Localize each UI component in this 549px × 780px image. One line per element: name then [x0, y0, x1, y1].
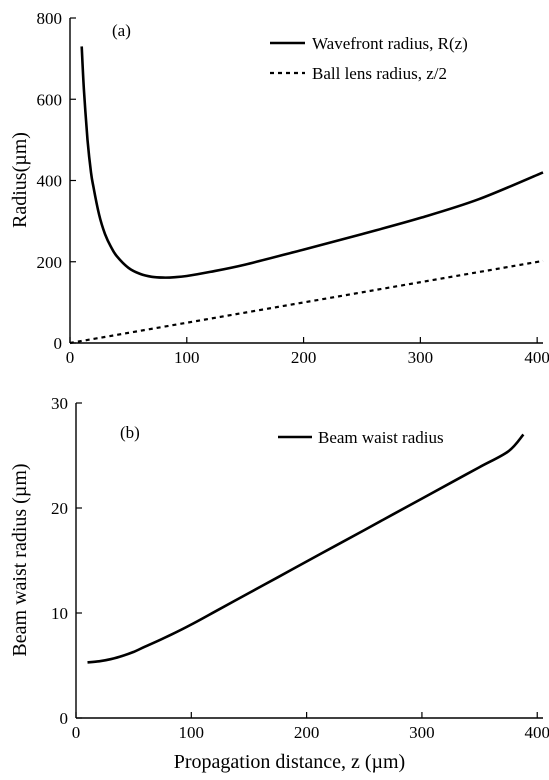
panel-b-x-tick-label: 300: [409, 723, 435, 742]
panel-a-label: (a): [112, 21, 131, 40]
panel-a-x-tick-label: 300: [408, 348, 434, 367]
panel-a-y-tick-label: 600: [37, 90, 63, 109]
panel-b-y-tick-label: 0: [60, 709, 69, 728]
panel-b-legend-label-0: Beam waist radius: [318, 428, 444, 447]
panel-b-y-tick-label: 20: [51, 499, 68, 518]
panel-a-y-tick-label: 200: [37, 253, 63, 272]
panel-b-y-tick-label: 10: [51, 604, 68, 623]
panel-b-x-tick-label: 400: [524, 723, 549, 742]
panel-b-series-0-line: [87, 433, 525, 664]
panel-b-y-axis-title: Beam waist radius (µm): [9, 463, 31, 656]
panel-b-x-tick-label: 100: [179, 723, 205, 742]
panel-a-x-tick-label: 100: [174, 348, 200, 367]
panel-a-legend-label-0: Wavefront radius, R(z): [312, 34, 468, 53]
panel-a-x-tick-label: 400: [524, 348, 549, 367]
panel-a-y-tick-label: 800: [37, 9, 63, 28]
panel-b-label: (b): [120, 423, 140, 442]
panel-a-y-tick-label: 400: [37, 172, 63, 191]
panel-a-legend-label-1: Ball lens radius, z/2: [312, 64, 447, 83]
panel-b-y-tick-label: 30: [51, 394, 68, 413]
panel-b-x-axis-title: Propagation distance, z (µm): [174, 751, 405, 773]
panel-a-y-axis-title: Radius(µm): [9, 132, 31, 228]
panel-a-x-tick-label: 200: [291, 348, 317, 367]
panel-a-series-1-line: [69, 259, 544, 345]
panel-b-x-tick-label: 0: [72, 723, 81, 742]
panel-b-x-tick-label: 200: [294, 723, 320, 742]
panel-a-x-tick-label: 0: [66, 348, 75, 367]
panel-a-y-tick-label: 0: [54, 334, 63, 353]
panel-a-series-0-line: [80, 46, 544, 279]
